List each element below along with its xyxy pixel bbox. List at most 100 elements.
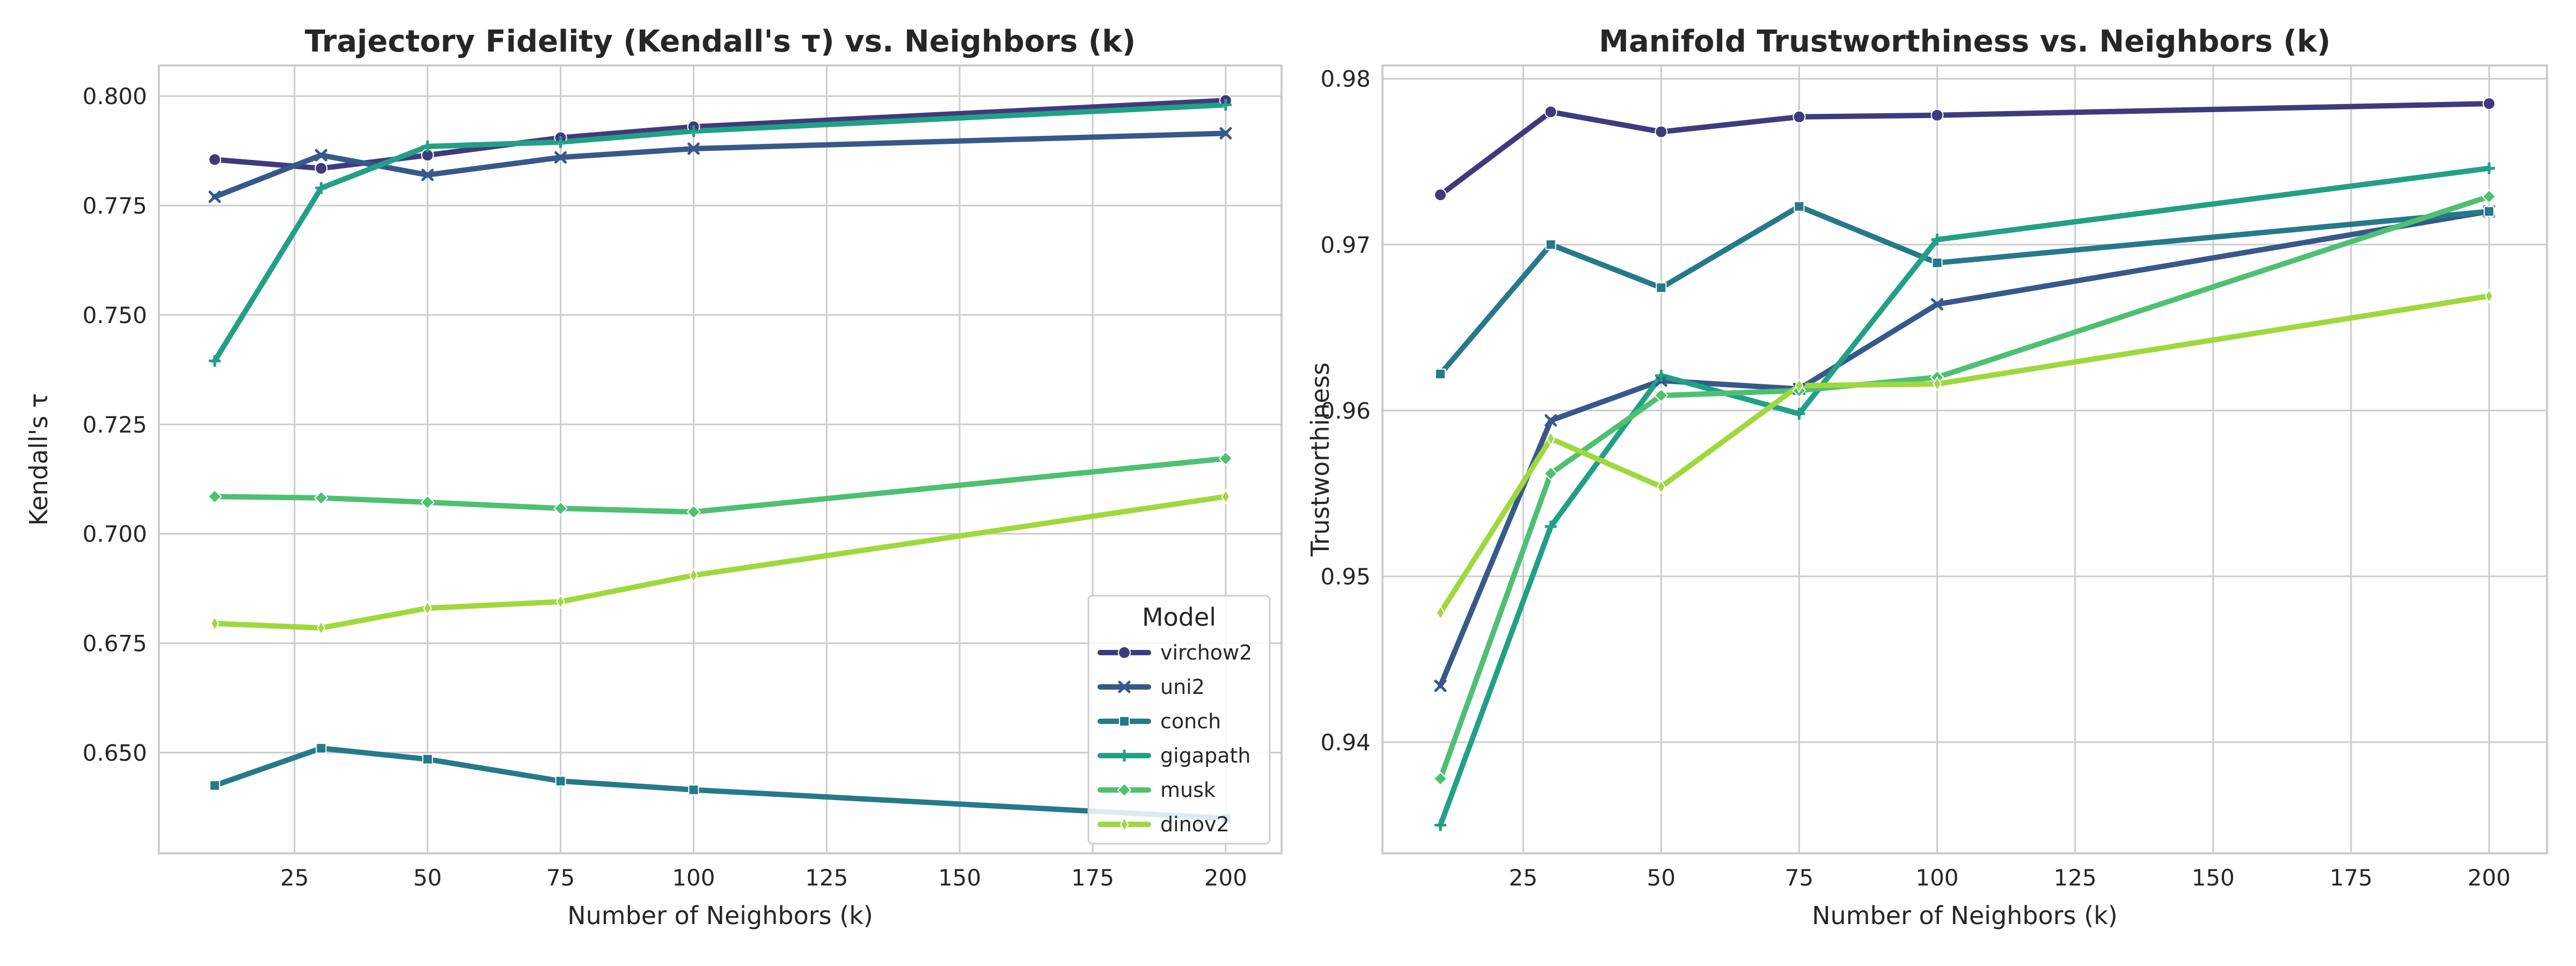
data-point-conch bbox=[1435, 368, 1446, 379]
data-point-gigapath bbox=[2483, 162, 2496, 174]
data-point-dinov2 bbox=[210, 616, 219, 631]
x-tick-label: 125 bbox=[805, 865, 848, 891]
data-point-dinov2 bbox=[1221, 489, 1231, 504]
data-point-virchow2 bbox=[1433, 188, 1447, 202]
legend-marker-dinov2 bbox=[1119, 817, 1129, 832]
data-point-virchow2 bbox=[1930, 108, 1944, 122]
axes-frame bbox=[158, 64, 1283, 854]
data-point-virchow2 bbox=[208, 153, 222, 166]
data-point-dinov2 bbox=[1546, 431, 1555, 447]
data-point-musk bbox=[553, 501, 568, 516]
data-point-virchow2 bbox=[1655, 125, 1668, 138]
data-point-gigapath bbox=[1793, 408, 1805, 420]
data-point-uni2 bbox=[1545, 414, 1557, 427]
series-line-dinov2 bbox=[212, 494, 1228, 631]
x-tick-label: 200 bbox=[1204, 865, 1247, 891]
data-point-dinov2 bbox=[689, 568, 698, 583]
x-tick-label: 175 bbox=[1071, 865, 1114, 891]
data-point-uni2 bbox=[1434, 679, 1447, 692]
data-point-dinov2 bbox=[1795, 378, 1804, 393]
chart-title: Trajectory Fidelity (Kendall's τ) vs. Ne… bbox=[305, 24, 1136, 59]
x-tick-label: 150 bbox=[938, 865, 981, 891]
legend: Model virchow2 uni2 conch gigapath musk dinov… bbox=[1087, 595, 1271, 845]
data-point-uni2 bbox=[687, 142, 700, 155]
y-tick-labels: 0.650 0.675 0.700 0.725 0.750 0.775 0.800 bbox=[83, 83, 147, 766]
legend-label-uni2: uni2 bbox=[1160, 675, 1205, 699]
gridlines bbox=[159, 65, 1282, 853]
y-tick-label: 0.650 bbox=[83, 740, 147, 766]
x-tick-label: 150 bbox=[2192, 865, 2235, 891]
legend-marker-musk bbox=[1117, 782, 1132, 797]
y-tick-label: 0.94 bbox=[1320, 729, 1371, 756]
x-tick-label: 25 bbox=[1509, 865, 1538, 891]
data-point-conch bbox=[2484, 206, 2495, 217]
data-point-uni2 bbox=[208, 191, 221, 203]
series-line-uni2 bbox=[212, 130, 1228, 200]
x-tick-labels: 25 50 75 100 125 150 175 200 bbox=[280, 865, 1247, 891]
data-point-gigapath bbox=[421, 140, 434, 152]
data-point-conch bbox=[1656, 282, 1667, 294]
data-point-dinov2 bbox=[1436, 605, 1445, 620]
data-point-virchow2 bbox=[1544, 105, 1557, 119]
data-point-conch bbox=[688, 784, 699, 795]
chart-panel-trustworthiness: 25 50 75 100 125 150 175 200 0.940.950.960.970.… bbox=[1306, 24, 2548, 930]
data-point-gigapath bbox=[687, 125, 700, 137]
series-line-conch bbox=[212, 745, 1228, 821]
y-tick-label: 0.775 bbox=[83, 193, 147, 219]
data-point-dinov2 bbox=[2484, 288, 2494, 304]
series-line-conch bbox=[1438, 203, 2492, 377]
legend-box bbox=[1087, 595, 1271, 845]
x-tick-label: 50 bbox=[1647, 865, 1675, 891]
data-point-musk bbox=[207, 489, 222, 504]
y-tick-label: 0.700 bbox=[83, 521, 147, 547]
y-tick-label: 0.800 bbox=[83, 83, 147, 109]
y-axis-label: Trustworthiness bbox=[1306, 362, 1335, 557]
data-point-dinov2 bbox=[423, 601, 432, 616]
data-point-virchow2 bbox=[314, 162, 328, 175]
x-axis-label: Number of Neighbors (k) bbox=[567, 901, 873, 930]
data-point-gigapath bbox=[1219, 99, 1232, 111]
legend-label-virchow2: virchow2 bbox=[1160, 641, 1252, 664]
legend-marker-gigapath bbox=[1118, 750, 1130, 762]
chart-title: Manifold Trustworthiness vs. Neighbors (… bbox=[1599, 24, 2331, 59]
data-point-gigapath bbox=[554, 136, 567, 148]
y-axis-label: Kendall's τ bbox=[24, 393, 53, 525]
legend-label-conch: conch bbox=[1160, 709, 1221, 733]
x-tick-label: 50 bbox=[413, 865, 442, 891]
y-tick-label: 0.96 bbox=[1320, 398, 1371, 424]
series-lines bbox=[1438, 101, 2492, 828]
data-point-uni2 bbox=[314, 149, 327, 162]
data-point-dinov2 bbox=[1933, 376, 1942, 392]
data-point-musk bbox=[1218, 451, 1233, 466]
data-point-dinov2 bbox=[556, 594, 565, 610]
x-tick-label: 25 bbox=[280, 865, 309, 891]
data-point-conch bbox=[422, 753, 433, 765]
data-point-gigapath bbox=[1545, 521, 1557, 533]
y-tick-label: 0.675 bbox=[83, 631, 147, 657]
data-point-musk bbox=[1543, 466, 1558, 481]
y-tick-label: 0.97 bbox=[1320, 232, 1371, 258]
axes-frame bbox=[1381, 64, 2548, 854]
series-line-virchow2 bbox=[1438, 101, 2492, 198]
data-point-uni2 bbox=[554, 151, 567, 164]
series-line-dinov2 bbox=[1438, 293, 2492, 616]
legend-label-musk: musk bbox=[1160, 778, 1216, 802]
legend-label-dinov2: dinov2 bbox=[1160, 813, 1230, 836]
data-point-uni2 bbox=[421, 169, 434, 181]
x-tick-label: 75 bbox=[546, 865, 575, 891]
x-tick-label: 100 bbox=[672, 865, 715, 891]
series-line-musk bbox=[212, 456, 1228, 515]
chart-panel-kendall: 25 50 75 100 125 150 175 200 0.650 0.675 0.700 0.7… bbox=[24, 24, 1283, 930]
x-tick-labels: 25 50 75 100 125 150 175 200 bbox=[1509, 865, 2511, 891]
data-point-musk bbox=[2482, 189, 2497, 204]
data-point-gigapath bbox=[1931, 233, 1943, 246]
data-point-conch bbox=[1794, 201, 1805, 212]
data-point-gigapath bbox=[209, 355, 221, 367]
legend-marker-conch bbox=[1119, 716, 1130, 727]
data-point-uni2 bbox=[1219, 127, 1232, 140]
data-point-virchow2 bbox=[2483, 97, 2496, 111]
data-point-musk bbox=[1653, 388, 1668, 403]
data-point-musk bbox=[313, 491, 328, 506]
